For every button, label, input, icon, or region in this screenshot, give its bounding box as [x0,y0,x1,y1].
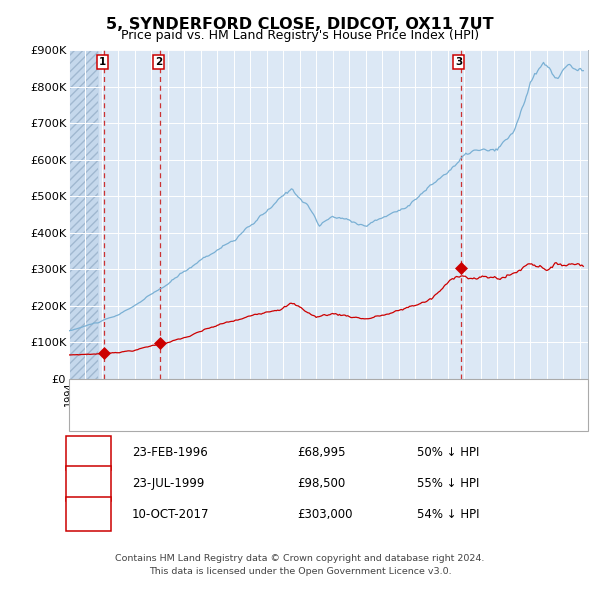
Text: HPI: Average price, detached house, South Oxfordshire: HPI: Average price, detached house, Sout… [126,411,433,421]
Text: 2: 2 [155,57,162,67]
Text: 23-JUL-1999: 23-JUL-1999 [132,477,205,490]
Text: £303,000: £303,000 [297,508,353,521]
Text: Price paid vs. HM Land Registry's House Price Index (HPI): Price paid vs. HM Land Registry's House … [121,29,479,42]
Text: 5, SYNDERFORD CLOSE, DIDCOT, OX11 7UT (detached house): 5, SYNDERFORD CLOSE, DIDCOT, OX11 7UT (d… [126,389,472,399]
Text: 5, SYNDERFORD CLOSE, DIDCOT, OX11 7UT: 5, SYNDERFORD CLOSE, DIDCOT, OX11 7UT [106,17,494,32]
Text: £98,500: £98,500 [297,477,345,490]
Text: 50% ↓ HPI: 50% ↓ HPI [417,447,479,460]
Text: £68,995: £68,995 [297,447,346,460]
Text: This data is licensed under the Open Government Licence v3.0.: This data is licensed under the Open Gov… [149,568,451,576]
Text: 3: 3 [455,57,463,67]
Text: 1: 1 [98,57,106,67]
Bar [69,50,98,379]
Text: 55% ↓ HPI: 55% ↓ HPI [417,477,479,490]
Text: Contains HM Land Registry data © Crown copyright and database right 2024.: Contains HM Land Registry data © Crown c… [115,555,485,563]
Text: 54% ↓ HPI: 54% ↓ HPI [417,508,479,521]
Text: 2: 2 [85,477,92,490]
Text: 23-FEB-1996: 23-FEB-1996 [132,447,208,460]
Text: 1: 1 [85,447,92,460]
Text: 3: 3 [85,508,92,521]
Text: 10-OCT-2017: 10-OCT-2017 [132,508,209,521]
Bar [69,50,98,379]
